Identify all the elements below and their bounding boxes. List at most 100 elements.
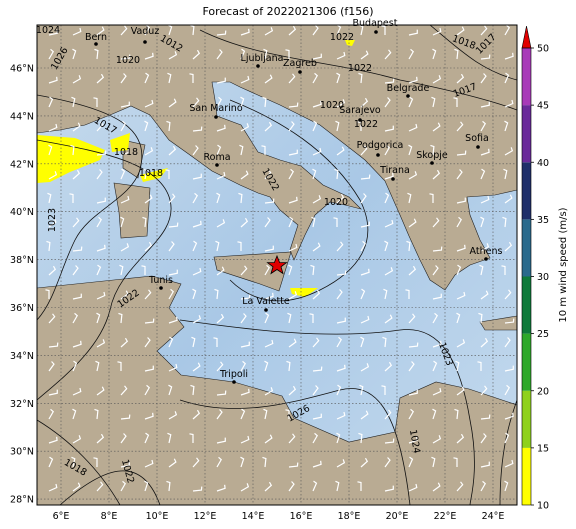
colorbar-tick-label: 10 — [537, 501, 549, 512]
lon-tick-label: 14°E — [242, 511, 265, 522]
wind-barb — [384, 172, 394, 180]
wind-barb — [192, 288, 197, 300]
wind-barb — [144, 337, 151, 348]
isobar-label: 1022 — [330, 32, 354, 43]
colorbar-label: 10 m wind speed (m/s) — [558, 207, 569, 322]
wind-barb — [120, 168, 126, 180]
wind-barb — [288, 291, 298, 300]
wind-barb — [381, 25, 386, 36]
wind-barb — [72, 340, 82, 348]
wind-barb — [504, 289, 512, 300]
wind-barb — [72, 482, 81, 492]
wind-barb — [165, 169, 170, 179]
wind-barb — [288, 243, 298, 252]
wind-barb — [501, 265, 506, 276]
wind-barb — [263, 48, 268, 60]
wind-barb — [190, 384, 195, 396]
wind-barb — [72, 27, 82, 36]
wind-barb — [312, 460, 322, 468]
wind-barb — [504, 194, 513, 204]
wind-barb — [192, 267, 202, 276]
wind-barb — [120, 243, 130, 252]
wind-barb — [288, 168, 295, 180]
isobar-label: 1022 — [348, 63, 372, 74]
city-label: Athens — [470, 246, 503, 257]
colorbar-tick-label: 30 — [537, 272, 549, 283]
wind-barb — [96, 481, 104, 492]
wind-barb — [360, 457, 369, 468]
city-label: La Valette — [242, 296, 290, 307]
wind-barb — [408, 144, 413, 156]
wind-barb — [384, 144, 391, 156]
wind-barb — [264, 74, 273, 84]
lat-tick-label: 42°N — [10, 159, 34, 170]
lat-tick-label: 40°N — [10, 207, 34, 218]
wind-barb — [47, 192, 52, 204]
wind-barb — [408, 483, 418, 492]
wind-barb — [479, 264, 484, 276]
wind-barb — [336, 432, 341, 444]
wind-barb — [288, 264, 293, 276]
wind-barb — [503, 168, 508, 180]
wind-barb — [189, 73, 194, 83]
lat-tick-label: 46°N — [10, 64, 34, 75]
wind-barb — [477, 361, 482, 371]
wind-barb — [144, 318, 155, 324]
wind-barb — [360, 410, 369, 420]
wind-barb — [504, 365, 514, 372]
wind-barb — [336, 336, 343, 348]
wind-barb — [384, 438, 395, 444]
wind-barb — [192, 97, 200, 108]
wind-barb — [264, 481, 273, 492]
wind-barb — [48, 218, 57, 228]
wind-barb — [384, 314, 393, 324]
wind-barb — [432, 387, 442, 396]
wind-barb — [120, 433, 127, 444]
colorbar-tick-label: 50 — [537, 44, 549, 55]
wind-barb — [48, 48, 55, 60]
wind-barb — [309, 313, 314, 323]
wind-barb — [144, 412, 154, 420]
lon-tick-label: 20°E — [386, 511, 409, 522]
wind-barb — [264, 387, 274, 396]
wind-barb — [312, 413, 322, 420]
wind-barb — [456, 291, 466, 300]
wind-barb — [71, 456, 76, 468]
wind-barb — [216, 390, 227, 396]
wind-barb — [432, 435, 442, 444]
wind-barb — [192, 126, 203, 132]
wind-barb — [360, 315, 370, 324]
isobar-label: 1020 — [320, 100, 344, 111]
wind-barb — [288, 462, 299, 468]
wind-barb — [45, 289, 50, 299]
wind-barb — [312, 432, 319, 444]
wind-barb — [48, 171, 58, 180]
wind-barb — [456, 216, 463, 228]
lon-tick-label: 22°E — [434, 511, 457, 522]
wind-barb — [504, 72, 510, 84]
wind-barb — [312, 147, 322, 156]
wind-barb — [336, 193, 345, 204]
wind-barb — [168, 51, 178, 60]
wind-barb — [454, 48, 459, 60]
wind-barb — [407, 192, 412, 204]
wind-barb — [48, 123, 58, 132]
wind-barb — [360, 193, 367, 204]
wind-barb — [455, 360, 460, 372]
city-dot — [214, 115, 218, 119]
wind-barb — [408, 408, 415, 420]
wind-barb — [144, 72, 150, 84]
wind-barb — [287, 312, 292, 324]
wind-barb — [456, 150, 467, 156]
wind-barb — [357, 121, 362, 131]
wind-barb — [144, 147, 154, 156]
wind-barb — [48, 76, 58, 84]
wind-barb — [408, 48, 415, 60]
wind-barb — [264, 121, 273, 132]
wind-barb — [144, 480, 149, 492]
colorbar-extend — [521, 25, 532, 49]
colorbar-segment — [522, 276, 531, 334]
wind-barb — [288, 121, 295, 132]
wind-barb — [408, 265, 417, 276]
